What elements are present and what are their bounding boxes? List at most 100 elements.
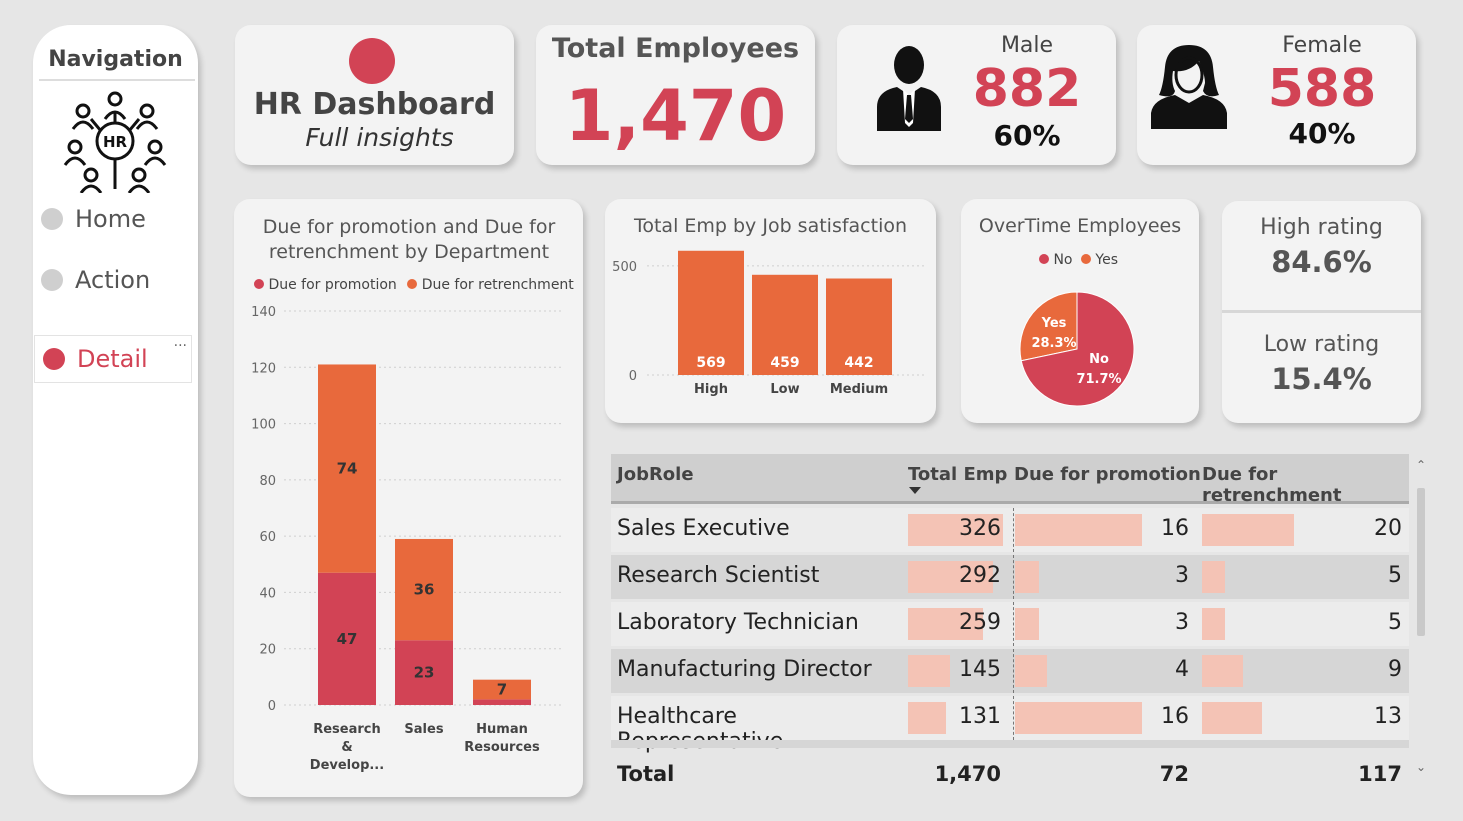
more-options-icon[interactable]: ··· <box>173 338 187 354</box>
male-person-icon <box>877 46 941 131</box>
table-row-partial <box>611 740 1409 748</box>
nav-item-action-label: Action <box>75 266 151 294</box>
table-row[interactable]: Laboratory Technician 259 3 5 <box>611 602 1409 646</box>
cell-jobrole: Manufacturing Director <box>617 657 872 682</box>
nav-item-action[interactable]: Action <box>41 260 191 300</box>
pie-label-yes-pct: 28.3% <box>1031 336 1076 351</box>
pie-label-no-name: No <box>1089 352 1109 367</box>
total-row-label: Total <box>617 762 675 786</box>
cell-promotion: 4 <box>1175 657 1189 682</box>
bar-medium <box>826 278 892 375</box>
y-tick-label: 500 <box>612 260 637 275</box>
total-emp-bar <box>908 514 1003 546</box>
x-tick-label: Sales <box>404 722 443 737</box>
bar-retrenchment <box>395 538 453 641</box>
scroll-up-icon[interactable]: ⌃ <box>1416 458 1427 472</box>
female-label: Female <box>1282 33 1362 58</box>
promotion-bar <box>1015 702 1142 734</box>
svg-text:HR: HR <box>103 133 128 151</box>
cell-promotion: 3 <box>1175 563 1189 588</box>
legend-promotion-label: Due for promotion <box>268 277 397 293</box>
low-rating-label: Low rating <box>1263 332 1380 357</box>
retrenchment-bar <box>1202 561 1225 593</box>
x-tick-label: Research <box>313 722 381 737</box>
y-tick-label: 80 <box>259 474 276 489</box>
department-chart-card: Due for promotion and Due for retrenchme… <box>234 199 583 797</box>
x-tick-label: Medium <box>830 382 888 397</box>
low-rating-value: 15.4% <box>1271 362 1372 396</box>
male-percent: 60% <box>993 119 1061 152</box>
cell-total-emp: 131 <box>959 704 1001 729</box>
bar-retrenchment <box>318 364 376 573</box>
total-emp-bar <box>908 655 951 687</box>
female-card: Female 588 40% <box>1137 25 1416 165</box>
x-tick-label: High <box>694 382 728 397</box>
legend-retrenchment-label: Due for retrenchment <box>421 277 574 293</box>
overtime-pie-chart: Yes 28.3% No 71.7% <box>1019 291 1135 407</box>
table-header: JobRole Total Emp Due for promotion Due … <box>611 454 1409 506</box>
table-row[interactable]: Healthcare Representative1311613 <box>611 696 1409 754</box>
legend-promotion-dot <box>254 279 264 289</box>
bar-data-label: 7 <box>497 681 507 699</box>
retrenchment-bar <box>1202 608 1225 640</box>
table-row[interactable]: Sales Executive 326 16 20 <box>611 508 1409 552</box>
female-value: 588 <box>1267 59 1377 119</box>
bar-data-label: 47 <box>337 630 358 648</box>
job-satisfaction-bar-chart: 0 500 569 High 459 Low 442 Medium <box>612 250 925 397</box>
male-label: Male <box>1000 33 1054 58</box>
overtime-card: OverTime Employees No Yes Yes 28.3% No 71.7… <box>961 199 1199 423</box>
column-separator <box>1013 508 1014 552</box>
total-emp-bar <box>908 561 994 593</box>
legend-no-label: No <box>1053 252 1073 268</box>
cell-total-emp: 145 <box>959 657 1001 682</box>
col-header-total-emp[interactable]: Total Emp <box>908 464 1008 485</box>
bar-data-label: 459 <box>770 355 799 371</box>
pie-label-yes-name: Yes <box>1041 316 1067 331</box>
female-percent: 40% <box>1288 117 1356 150</box>
legend-no-dot <box>1039 254 1049 264</box>
column-separator <box>1013 555 1014 599</box>
bar-high <box>678 250 744 375</box>
table-row[interactable]: Research Scientist 292 3 5 <box>611 555 1409 599</box>
total-row-promotion: 72 <box>1159 762 1189 786</box>
cell-retrenchment: 5 <box>1388 563 1402 588</box>
total-row-emp: 1,470 <box>934 762 1001 786</box>
column-separator <box>1013 696 1014 740</box>
nav-item-home[interactable]: Home <box>41 199 191 239</box>
y-tick-label: 60 <box>259 530 276 545</box>
retrenchment-bar <box>1202 514 1294 546</box>
bar-low <box>752 274 818 375</box>
page-title: HR Dashboard <box>253 87 496 122</box>
bar-data-label: 569 <box>696 355 725 371</box>
scroll-down-icon[interactable]: ⌄ <box>1416 760 1427 774</box>
x-tick-label: Develop... <box>310 758 384 773</box>
y-tick-label: 120 <box>251 361 276 376</box>
col-header-promotion[interactable]: Due for promotion <box>1014 464 1201 485</box>
nav-item-home-label: Home <box>75 205 146 233</box>
nav-item-detail-label: Detail <box>77 345 148 373</box>
legend-retrenchment-dot <box>407 279 418 289</box>
bar-data-label: 442 <box>844 355 873 371</box>
column-separator <box>1013 602 1014 646</box>
y-tick-label: 20 <box>259 643 276 658</box>
pie-label-no-pct: 71.7% <box>1076 372 1121 387</box>
promotion-bar <box>1015 561 1039 593</box>
cell-total-emp: 292 <box>959 563 1001 588</box>
action-dot-icon <box>41 269 63 291</box>
page-subtitle: Full insights <box>305 123 454 152</box>
hr-network-icon: HR <box>63 91 167 193</box>
table-row[interactable]: Manufacturing Director 145 4 9 <box>611 649 1409 693</box>
col-header-jobrole[interactable]: JobRole <box>617 464 694 485</box>
nav-item-detail[interactable]: Detail ··· <box>34 335 192 383</box>
pie-slice-yes <box>1019 291 1078 362</box>
cell-jobrole: Research Scientist <box>617 563 820 588</box>
total-employees-label: Total Employees <box>551 33 800 64</box>
department-stacked-bar-chart: 0 20 40 60 80 100 120 140 47 74 Research & Develop..… <box>251 305 564 773</box>
x-tick-label: & <box>341 740 352 755</box>
col-header-retrenchment[interactable]: Due for retrenchment <box>1202 464 1342 506</box>
table-total-row: Total 1,470 72 117 <box>611 750 1409 798</box>
rating-card: High rating 84.6% Low rating 15.4% <box>1222 201 1421 423</box>
cell-retrenchment: 5 <box>1388 610 1402 635</box>
sort-desc-icon[interactable] <box>909 487 921 494</box>
table-scrollbar-thumb[interactable] <box>1417 488 1425 636</box>
